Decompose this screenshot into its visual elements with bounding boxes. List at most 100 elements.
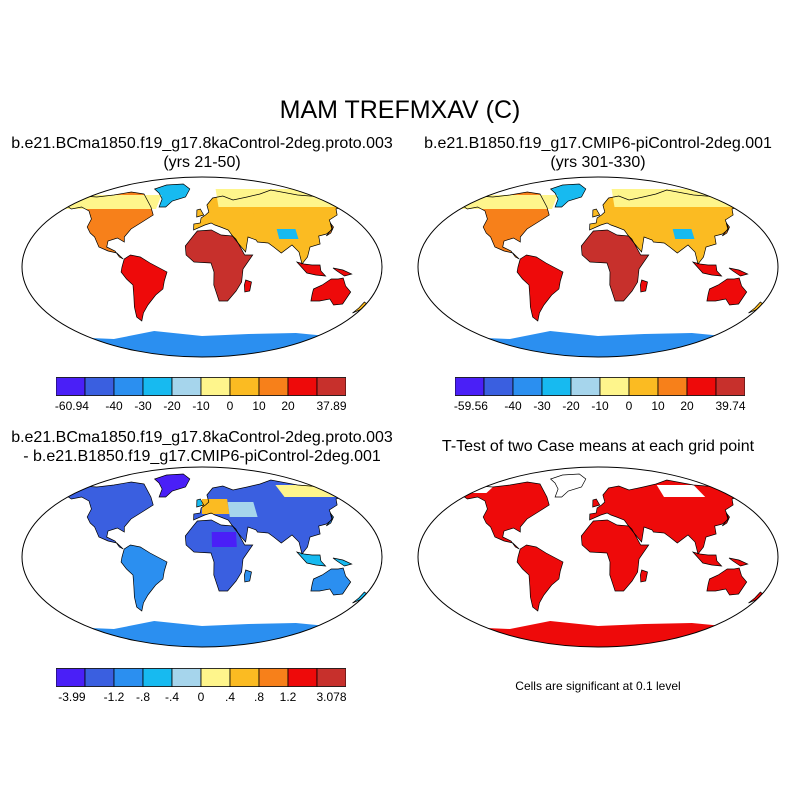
coastline-uk xyxy=(592,498,601,508)
map-border xyxy=(417,176,779,358)
colorbar-swatch xyxy=(56,668,86,687)
land-madagascar xyxy=(640,280,648,292)
colorbar-tick-label: 0 xyxy=(197,690,205,704)
land-papua xyxy=(729,268,748,276)
central-asia-band xyxy=(227,502,258,517)
land-greenland xyxy=(550,474,586,497)
sahel-band xyxy=(211,532,237,547)
coastline-africa xyxy=(580,229,650,302)
colorbar-swatch xyxy=(56,377,86,396)
colorbar-tick-label: -30 xyxy=(533,399,551,413)
colorbar-tick-label: 37.89 xyxy=(316,399,347,413)
colorbar-swatches xyxy=(56,668,346,687)
siberia-band xyxy=(275,485,351,497)
coastline-australia xyxy=(706,277,748,306)
land-madagascar xyxy=(244,280,252,292)
sahara-band xyxy=(192,239,237,255)
coastline-japan xyxy=(326,222,334,237)
colorbar-swatch xyxy=(483,377,514,396)
colorbar-tick-label: -20 xyxy=(562,399,580,413)
colorbar-tick-label: 20 xyxy=(281,399,295,413)
coastline-uk xyxy=(196,208,205,218)
coastline-papua xyxy=(332,267,353,277)
coastline-indonesia xyxy=(295,551,327,567)
land-papua xyxy=(333,268,352,276)
colorbar-swatch xyxy=(715,377,745,396)
colorbar-tick-label: -10 xyxy=(591,399,609,413)
coastline-indonesia xyxy=(691,261,723,277)
coastline-greenland xyxy=(153,183,191,208)
coastline-africa xyxy=(184,229,254,302)
figure-title: MAM TREFMXAV (C) xyxy=(279,96,521,124)
colorbar-swatch xyxy=(512,377,543,396)
colorbar-tick-label: -.4 xyxy=(164,690,180,704)
arctic-band-na xyxy=(455,195,558,209)
land-papua xyxy=(333,558,352,566)
coastline-south-america xyxy=(120,544,168,612)
colorbar-swatch xyxy=(113,377,144,396)
colorbar-swatch xyxy=(229,668,260,687)
coastline-africa xyxy=(184,519,254,592)
land-australia xyxy=(706,568,747,595)
land-south-america xyxy=(121,545,167,611)
colorbar-tick-label: 0 xyxy=(625,399,633,413)
land-uk xyxy=(592,499,600,507)
land-greenland xyxy=(154,474,190,497)
land-south-america xyxy=(517,255,563,321)
colorbar-panel-1: -60.94 -40 -30 -20 -10 0 10 20 37.89 xyxy=(55,377,347,417)
colorbar-swatch xyxy=(171,668,202,687)
coastline-north-america xyxy=(462,481,550,550)
coastline-uk xyxy=(592,208,601,218)
arctic-band-na xyxy=(59,195,162,209)
land-indonesia xyxy=(296,262,326,276)
coastline-japan xyxy=(722,512,730,527)
coastline-uk xyxy=(196,498,205,508)
coastline-australia xyxy=(310,277,352,306)
colorbar-swatch xyxy=(84,377,115,396)
colorbar-tick-label: 20 xyxy=(680,399,694,413)
coastline-africa xyxy=(580,519,650,592)
colorbar-tick-label: -3.99 xyxy=(58,690,86,704)
colorbar-tick-label: .4 xyxy=(224,690,236,704)
land-madagascar xyxy=(640,570,648,582)
coastline-japan xyxy=(722,222,730,237)
panel-2-title-line2: (yrs 301-330) xyxy=(550,154,646,171)
colorbar-tick-label: -.8 xyxy=(135,690,151,704)
land-north-america xyxy=(463,482,550,549)
colorbar-panel-2: -59.56 -40 -30 -20 -10 0 10 20 39.74 xyxy=(454,377,746,417)
colorbar-tick-label: -10 xyxy=(192,399,210,413)
colorbar-swatch xyxy=(599,377,630,396)
coastline-australia xyxy=(706,567,748,596)
colorbar-swatch xyxy=(570,377,601,396)
siberia-band xyxy=(648,209,707,222)
colorbar-tick-label: 0 xyxy=(226,399,234,413)
land-uk xyxy=(196,499,204,507)
land-indonesia xyxy=(692,262,722,276)
sahara-band xyxy=(588,239,633,255)
significance-note: Cells are significant at 0.1 level xyxy=(515,679,681,693)
coastline-papua xyxy=(728,557,749,567)
land-eurasia xyxy=(193,480,347,554)
coastline-papua xyxy=(332,557,353,567)
panel-1-title-line1: b.e21.BCma1850.f19_g17.8kaControl-2deg.p… xyxy=(11,135,393,152)
coastline-eurasia xyxy=(589,479,744,555)
colorbar-tick-label: .8 xyxy=(253,690,265,704)
colorbar-swatch xyxy=(628,377,659,396)
coastline-greenland xyxy=(549,473,587,498)
siberia-gap xyxy=(656,485,706,497)
colorbar-swatch xyxy=(113,668,144,687)
colorbar-swatch xyxy=(657,377,688,396)
coastline-papua xyxy=(728,267,749,277)
coastline-eurasia xyxy=(193,189,348,265)
coastline-north-america xyxy=(462,191,550,260)
colorbar-swatch xyxy=(200,668,231,687)
panel-4-title-line1: T-Test of two Case means at each grid po… xyxy=(441,438,755,455)
coastline-australia xyxy=(310,567,352,596)
colorbar-swatch xyxy=(171,377,202,396)
land-uk xyxy=(592,209,600,217)
land-uk xyxy=(196,209,204,217)
colorbar-tick-label: 10 xyxy=(651,399,665,413)
land-africa xyxy=(581,520,649,591)
colorbar-swatches xyxy=(56,377,346,396)
coastline-indonesia xyxy=(691,551,723,567)
